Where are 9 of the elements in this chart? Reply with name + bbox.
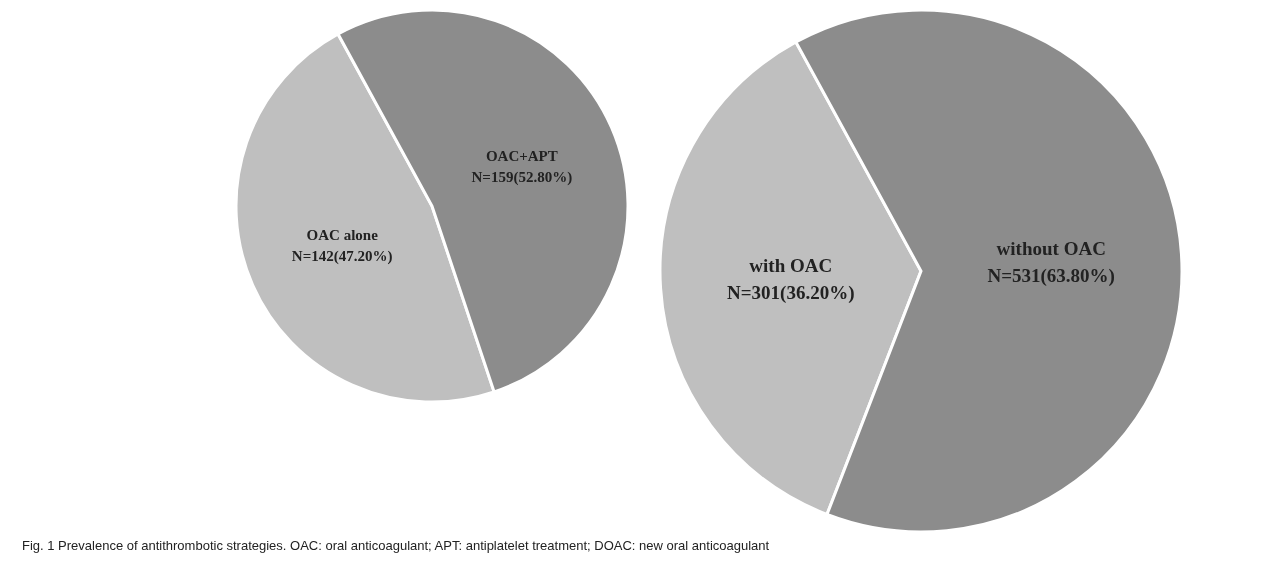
data-label: N=531(63.80%) bbox=[987, 264, 1115, 287]
slice-label: without OAC bbox=[996, 238, 1106, 260]
data-label: N=142(47.20%) bbox=[291, 247, 393, 265]
slice-label: OAC+APT bbox=[485, 148, 558, 165]
slice-label: with OAC bbox=[749, 255, 833, 277]
slice-label: OAC alone bbox=[306, 226, 379, 243]
data-label: N=159(52.80%) bbox=[471, 169, 573, 187]
caption: Fig. 1 Prevalence of antithrombotic strategies. OAC: oral anticoagulant; APT: antiplatelet treatment; DOAC: new oral anticoagulant bbox=[22, 538, 771, 553]
data-label: N=301(36.20%) bbox=[727, 281, 855, 304]
